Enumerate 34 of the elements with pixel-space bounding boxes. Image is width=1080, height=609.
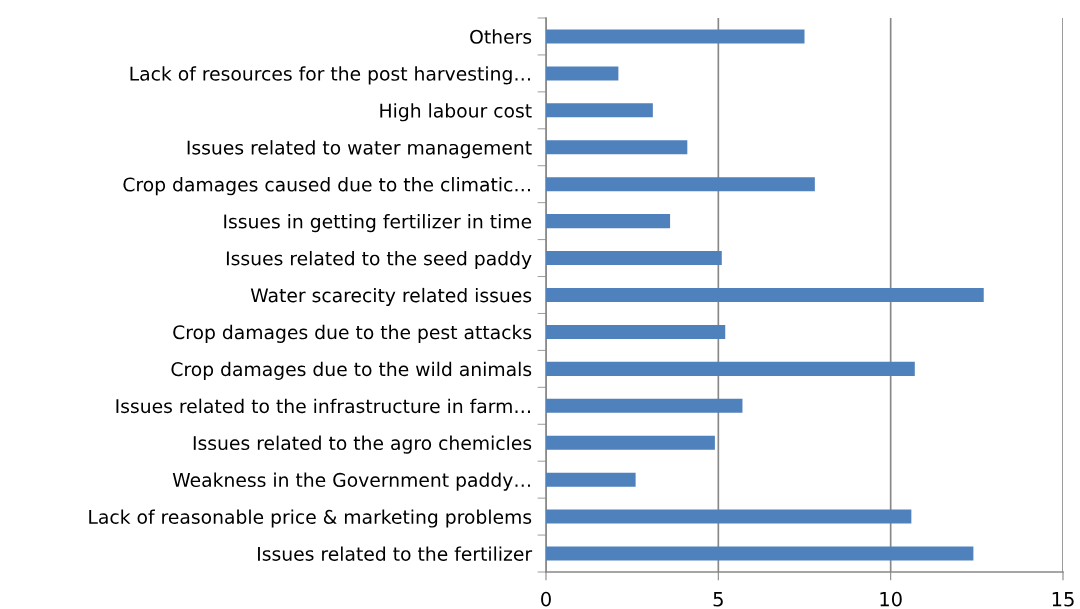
bar (546, 398, 743, 413)
bar (546, 66, 619, 81)
bar (546, 287, 984, 303)
bar (546, 435, 715, 450)
y-tick-label: Water scarecity related issues (250, 287, 532, 307)
y-tick-label: Weakness in the Government paddy… (172, 472, 530, 491)
bar (546, 472, 636, 487)
bar (546, 177, 815, 192)
bar (546, 251, 722, 266)
y-tick-label: Issues related to the agro chemicles (193, 435, 532, 454)
bar (546, 546, 974, 561)
bar (546, 140, 688, 155)
x-tick-label: 5 (713, 592, 723, 607)
bar (546, 361, 915, 376)
x-tick-label: 10 (880, 591, 902, 607)
bar (546, 29, 805, 44)
bar (546, 103, 653, 118)
y-tick-label: Crop damages due to the wild animals (171, 361, 532, 380)
y-tick-label: Issues in getting fertilizer in time (224, 214, 532, 233)
y-tick-label: Lack of reasonable price & marketing problems (89, 509, 532, 528)
bar (546, 509, 912, 524)
y-tick-label: Lack of resources for the post harvesting… (130, 66, 530, 85)
x-tick-label: 0 (541, 591, 551, 607)
bar (546, 214, 671, 229)
y-tick-label: Issues related to the fertilizer (258, 546, 533, 561)
y-tick-label: Crop damages caused due to the climatic… (123, 177, 530, 196)
y-tick-label: High labour cost (380, 103, 532, 122)
y-tick-label: Crop damages due to the pest attacks (173, 324, 532, 343)
bar (546, 324, 726, 339)
y-tick-label: Others (470, 29, 532, 44)
y-tick-label: Issues related to water management (187, 140, 532, 159)
y-tick-label: Issues related to the seed paddy (226, 250, 532, 270)
y-tick-label: Issues related to the infrastructure in farm… (116, 398, 530, 414)
x-tick-label: 15 (1052, 592, 1074, 607)
